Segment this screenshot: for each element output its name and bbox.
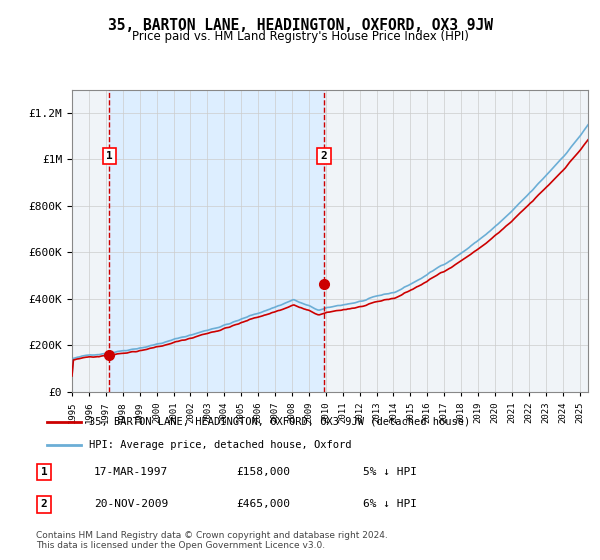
- Text: 6% ↓ HPI: 6% ↓ HPI: [364, 500, 418, 509]
- Text: 35, BARTON LANE, HEADINGTON, OXFORD, OX3 9JW: 35, BARTON LANE, HEADINGTON, OXFORD, OX3…: [107, 18, 493, 34]
- Text: Price paid vs. HM Land Registry's House Price Index (HPI): Price paid vs. HM Land Registry's House …: [131, 30, 469, 43]
- Text: 20-NOV-2009: 20-NOV-2009: [94, 500, 169, 509]
- Text: 2: 2: [41, 500, 47, 509]
- Text: £465,000: £465,000: [236, 500, 290, 509]
- Text: Contains HM Land Registry data © Crown copyright and database right 2024.
This d: Contains HM Land Registry data © Crown c…: [36, 531, 388, 550]
- Text: HPI: Average price, detached house, Oxford: HPI: Average price, detached house, Oxfo…: [89, 440, 352, 450]
- Bar: [109, 90, 324, 392]
- Text: 1: 1: [106, 151, 113, 161]
- Text: 5% ↓ HPI: 5% ↓ HPI: [364, 467, 418, 477]
- Text: 35, BARTON LANE, HEADINGTON, OXFORD, OX3 9JW (detached house): 35, BARTON LANE, HEADINGTON, OXFORD, OX3…: [89, 417, 470, 427]
- Text: 17-MAR-1997: 17-MAR-1997: [94, 467, 169, 477]
- Text: 1: 1: [41, 467, 47, 477]
- Text: £158,000: £158,000: [236, 467, 290, 477]
- Text: 2: 2: [321, 151, 328, 161]
